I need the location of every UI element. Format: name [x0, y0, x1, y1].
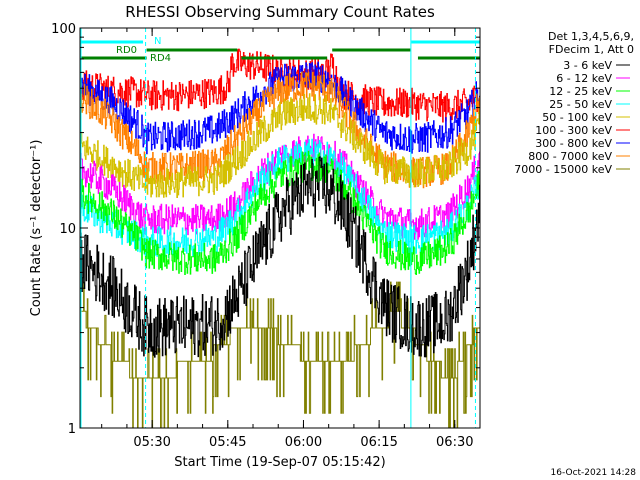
- y-tick-label: 1: [68, 422, 76, 437]
- x-tick-label: 06:30: [436, 435, 473, 450]
- legend-label-3-6-kev: 3 - 6 keV: [563, 59, 612, 72]
- legend-label-100-300-kev: 100 - 300 keV: [535, 124, 612, 137]
- legend-header: Det 1,3,4,5,6,9,: [548, 30, 634, 43]
- y-tick-label: 10: [59, 222, 76, 237]
- series-line-3-6-kev: [80, 156, 480, 358]
- flag-label-rd4: RD4: [150, 53, 171, 64]
- flag-bars: N RD0 RD4: [80, 36, 480, 64]
- x-tick-label: 06:00: [285, 435, 322, 450]
- legend-label-7000-15000-kev: 7000 - 15000 keV: [514, 163, 612, 176]
- x-axis-label: Start Time (19-Sep-07 05:15:42): [174, 455, 385, 470]
- series-layer: [80, 48, 480, 429]
- series-line-50-100-kev: [80, 93, 480, 198]
- axes: 1 10 100 05:30 05:45 06:00 06:15 06:30: [51, 22, 481, 450]
- legend-label-6-12-kev: 6 - 12 keV: [556, 72, 612, 85]
- y-axis-label: Count Rate (s⁻¹ detector⁻¹): [29, 140, 44, 317]
- series-line-12-25-kev: [80, 150, 480, 275]
- x-tick-label: 05:30: [133, 435, 170, 450]
- legend-label-50-100-kev: 50 - 100 keV: [542, 111, 612, 124]
- y-tick-label: 100: [51, 22, 76, 37]
- legend: Det 1,3,4,5,6,9,FDecim 1, Att 0 3 - 6 keV…: [514, 30, 634, 176]
- flag-label-rd0: RD0: [116, 45, 137, 56]
- legend-label-300-800-kev: 300 - 800 keV: [535, 137, 612, 150]
- legend-label-800-7000-kev: 800 - 7000 keV: [528, 150, 612, 163]
- timestamp: 16-Oct-2021 14:28: [551, 468, 637, 478]
- flag-label-n: N: [154, 36, 161, 47]
- legend-label-12-25-kev: 12 - 25 keV: [549, 85, 612, 98]
- x-tick-label: 05:45: [209, 435, 246, 450]
- series-line-100-300-kev: [80, 48, 480, 123]
- legend-label-25-50-kev: 25 - 50 keV: [549, 98, 612, 111]
- chart-title: RHESSI Observing Summary Count Rates: [125, 3, 435, 21]
- x-tick-label: 06:15: [360, 435, 397, 450]
- series-line-6-12-kev: [80, 133, 480, 240]
- legend-header: FDecim 1, Att 0: [549, 43, 634, 56]
